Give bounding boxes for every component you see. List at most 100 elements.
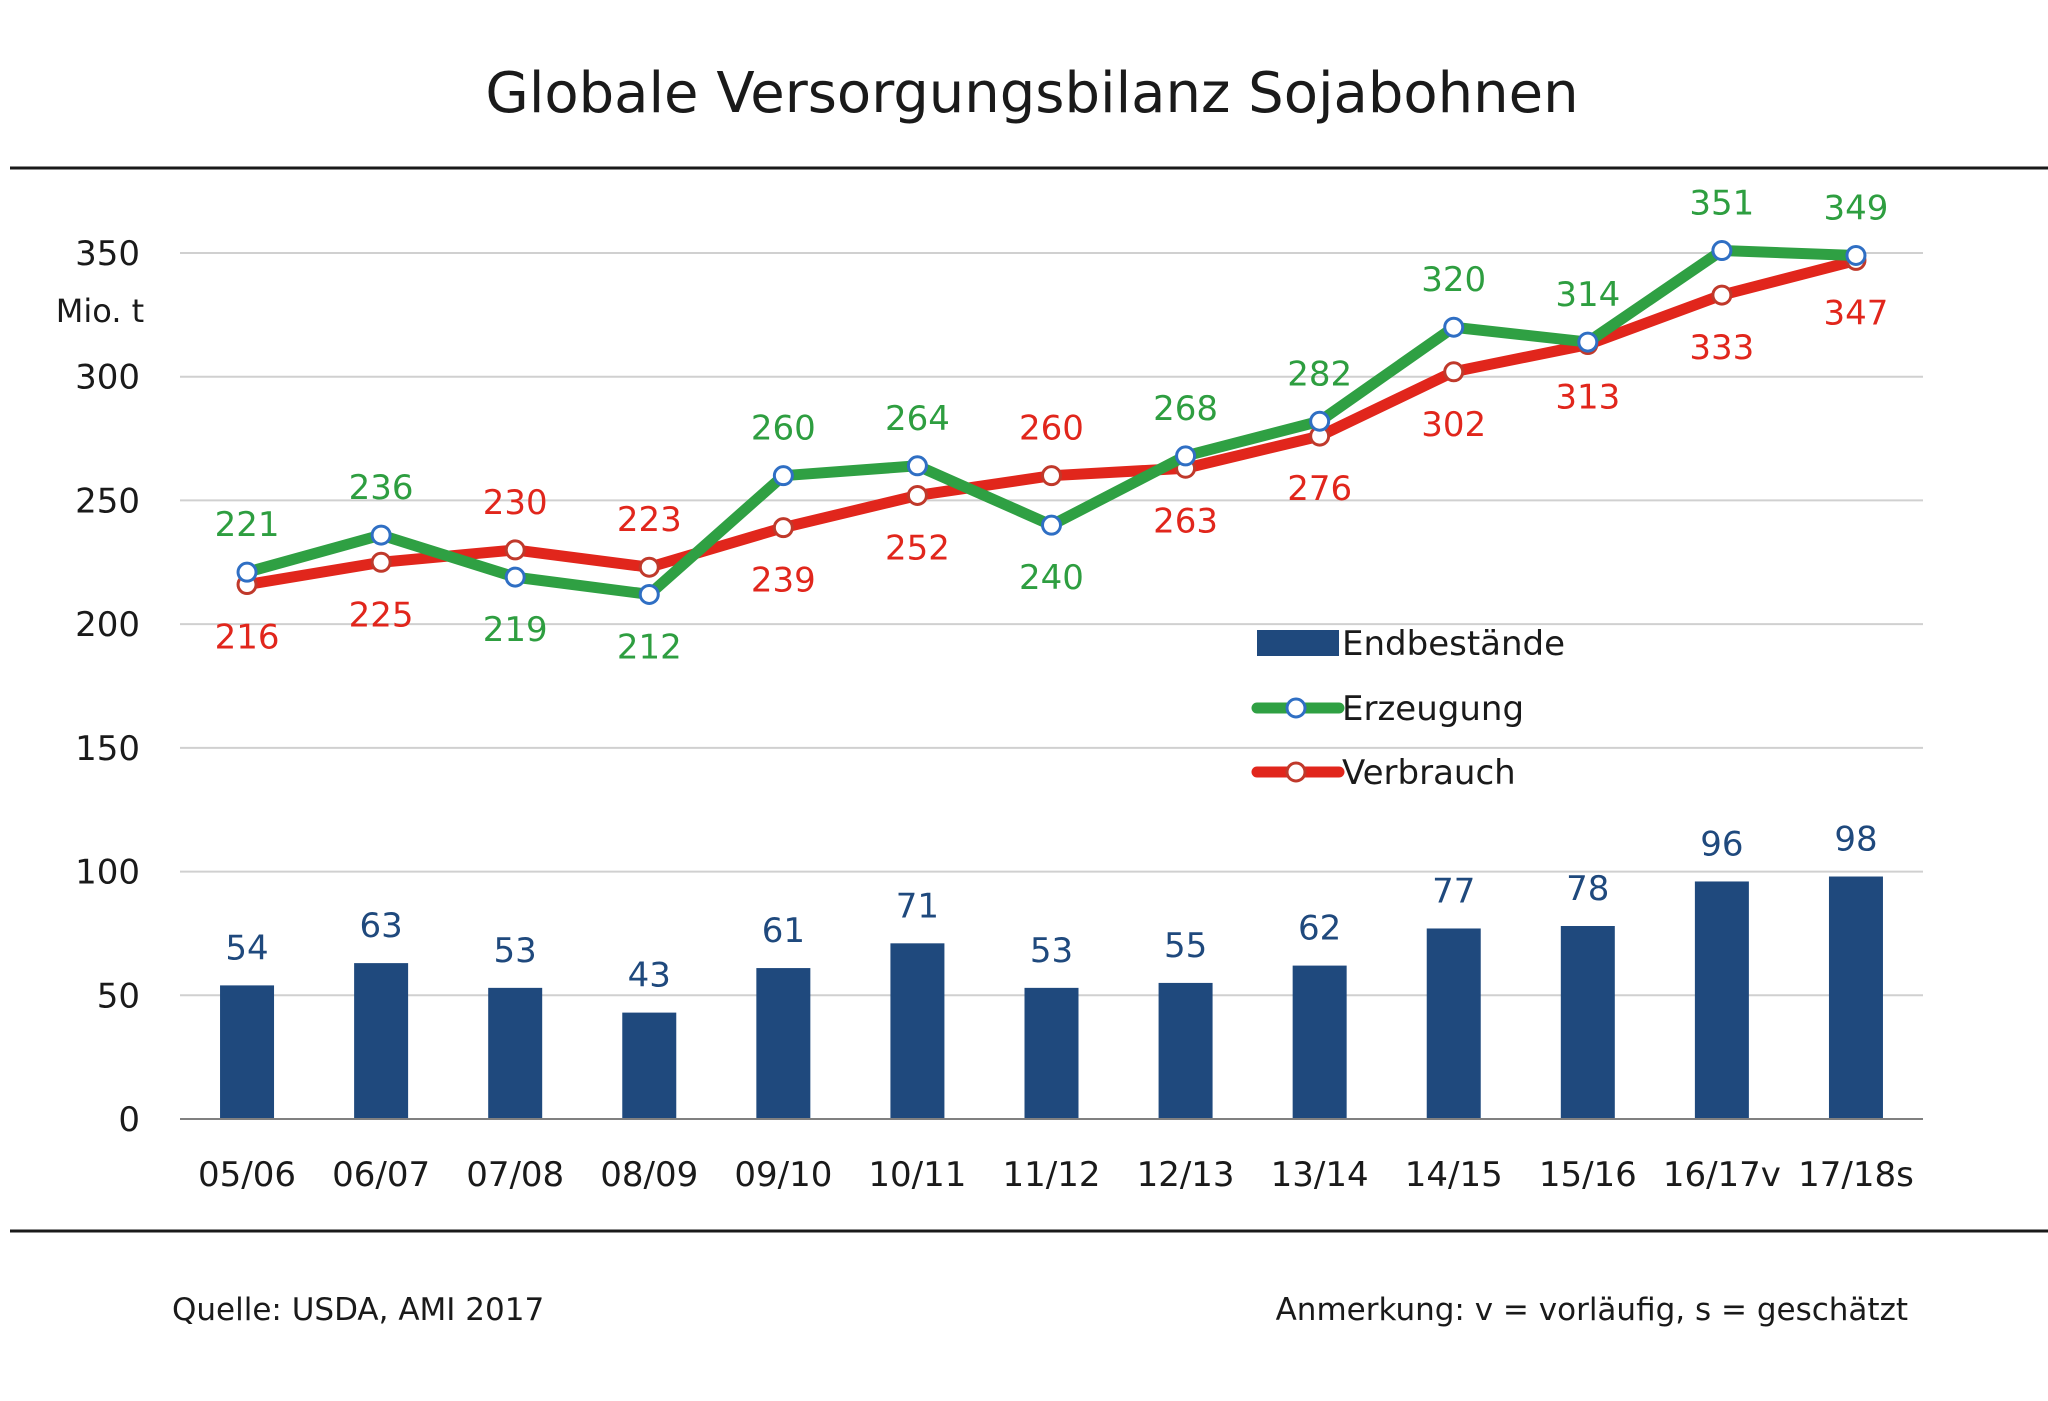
erzeugung-point — [906, 455, 928, 477]
bar — [220, 985, 275, 1119]
bars-endbestaende — [220, 876, 1883, 1119]
erzeugung-value-label: 282 — [1287, 354, 1352, 394]
verbrauch-point — [638, 556, 660, 578]
bar-value-label: 63 — [359, 906, 402, 946]
bar-value-label: 43 — [628, 956, 671, 996]
verbrauch-point — [772, 517, 794, 539]
erzeugung-value-label: 351 — [1689, 184, 1754, 224]
verbrauch-value-label: 239 — [751, 561, 816, 601]
bar-value-label: 53 — [494, 931, 537, 971]
bar — [1426, 928, 1481, 1119]
bar-value-label: 77 — [1432, 871, 1475, 911]
bar-value-label: 55 — [1164, 926, 1207, 966]
y-tick-label: 0 — [118, 1100, 140, 1140]
x-tick-label: 09/10 — [734, 1155, 832, 1195]
legend-marker-verbrauch — [1285, 761, 1307, 783]
gridlines — [180, 252, 1923, 997]
y-tick-label: 300 — [75, 358, 140, 398]
bar — [622, 1012, 677, 1119]
legend-swatch-endbestaende — [1257, 630, 1339, 656]
verbrauch-value-label: 252 — [885, 528, 950, 568]
verbrauch-point — [906, 484, 928, 506]
erzeugung-point — [1443, 316, 1465, 338]
verbrauch-value-label: 276 — [1287, 469, 1352, 509]
legend-label-endbestaende: Endbestände — [1342, 624, 1565, 664]
verbrauch-value-label: 347 — [1824, 293, 1889, 333]
erzeugung-point — [1711, 240, 1733, 262]
erzeugung-value-label: 236 — [349, 468, 414, 508]
y-tick-label: 350 — [75, 234, 140, 274]
x-tick-label: 14/15 — [1405, 1155, 1503, 1195]
legend-label-verbrauch: Verbrauch — [1342, 753, 1516, 793]
legend-marker-erzeugung — [1285, 697, 1307, 719]
erzeugung-point — [1309, 410, 1331, 432]
lines — [236, 240, 1867, 605]
bar-value-label: 71 — [896, 886, 939, 926]
x-tick-label: 11/12 — [1003, 1155, 1101, 1195]
x-tick-label: 05/06 — [198, 1155, 296, 1195]
y-tick-label: 150 — [75, 729, 140, 769]
verbrauch-point — [370, 551, 392, 573]
bar — [1024, 987, 1079, 1119]
verbrauch-value-label: 216 — [215, 618, 280, 658]
verbrauch-value-label: 302 — [1421, 405, 1486, 445]
erzeugung-point — [772, 465, 794, 487]
bar — [756, 968, 811, 1119]
data-labels: 54 63 53 43 61 71 53 55 62 77 78 96 98 221 216 236 225 21… — [215, 184, 1889, 996]
verbrauch-value-label: 260 — [1019, 409, 1084, 449]
x-tick-label: 08/09 — [600, 1155, 698, 1195]
verbrauch-value-label: 263 — [1153, 501, 1218, 541]
y-tick-label: 100 — [75, 853, 140, 893]
erzeugung-value-label: 240 — [1019, 558, 1084, 598]
erzeugung-point — [638, 583, 660, 605]
legend-label-erzeugung: Erzeugung — [1342, 689, 1524, 729]
x-tick-label: 15/16 — [1539, 1155, 1637, 1195]
erzeugung-point — [1175, 445, 1197, 467]
erzeugung-point — [1845, 244, 1867, 266]
x-tick-label: 16/17v — [1663, 1155, 1781, 1195]
bar — [1158, 982, 1213, 1119]
bar — [1828, 876, 1883, 1119]
erzeugung-point — [1041, 514, 1062, 536]
y-tick-label: 250 — [75, 481, 140, 521]
verbrauch-point — [1041, 465, 1062, 487]
y-tick-label: 50 — [97, 976, 140, 1016]
x-tick-label: 06/07 — [332, 1155, 430, 1195]
verbrauch-point — [1711, 284, 1733, 306]
bar — [890, 943, 945, 1119]
bar-value-label: 96 — [1700, 824, 1743, 864]
verbrauch-point — [1443, 361, 1465, 383]
x-tick-label: 07/08 — [466, 1155, 564, 1195]
x-axis-ticks: 05/06 06/07 07/08 08/09 09/10 10/11 11/12 12/13… — [198, 1155, 1914, 1195]
bar — [1694, 881, 1749, 1119]
erzeugung-value-label: 221 — [215, 505, 280, 545]
legend: Endbestände Erzeugung Verbrauch — [1251, 624, 1565, 793]
bar-value-label: 61 — [762, 911, 805, 951]
erzeugung-point — [504, 566, 526, 588]
bar-value-label: 78 — [1566, 869, 1609, 909]
verbrauch-value-label: 333 — [1689, 328, 1754, 368]
erzeugung-point — [236, 561, 258, 583]
erzeugung-value-label: 212 — [617, 627, 682, 667]
verbrauch-value-label: 223 — [617, 500, 682, 540]
bar-value-label: 62 — [1298, 909, 1341, 949]
footnote: Anmerkung: v = vorläufig, s = geschätzt — [1276, 1292, 1908, 1328]
bar-value-label: 54 — [225, 928, 268, 968]
erzeugung-point — [370, 524, 392, 546]
bar — [1560, 926, 1615, 1119]
source-note: Quelle: USDA, AMI 2017 — [172, 1292, 544, 1328]
x-tick-label: 17/18s — [1798, 1155, 1914, 1195]
bar — [488, 987, 543, 1119]
erzeugung-value-label: 260 — [751, 409, 816, 449]
x-tick-label: 13/14 — [1271, 1155, 1369, 1195]
erzeugung-value-label: 219 — [483, 610, 548, 650]
verbrauch-value-label: 230 — [483, 483, 548, 523]
bar — [1292, 965, 1347, 1119]
bar-value-label: 98 — [1834, 820, 1877, 860]
verbrauch-point — [504, 539, 526, 561]
bar-value-label: 53 — [1030, 931, 1073, 971]
x-tick-label: 12/13 — [1137, 1155, 1235, 1195]
erzeugung-value-label: 349 — [1824, 188, 1889, 228]
x-tick-label: 10/11 — [868, 1155, 966, 1195]
bar — [354, 963, 409, 1119]
